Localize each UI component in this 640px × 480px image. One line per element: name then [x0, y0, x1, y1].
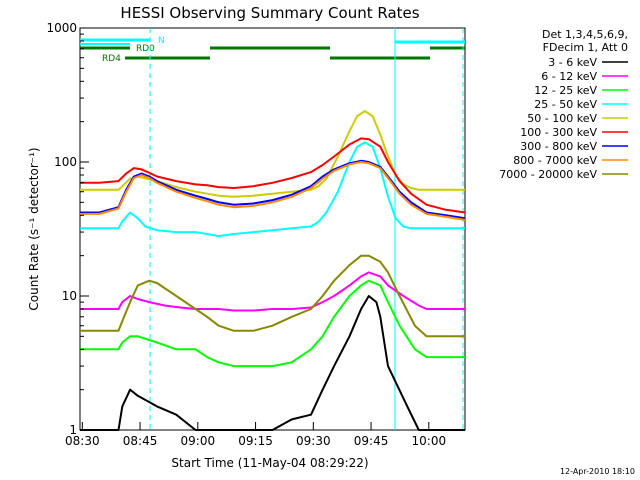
- instrument-flags: N RD0 RD4: [80, 36, 465, 64]
- y-tick-label: 1000: [46, 21, 77, 35]
- y-tick-label: 100: [54, 155, 77, 169]
- legend-entry-label: 50 - 100 keV: [527, 112, 597, 125]
- legend-header-line2: FDecim 1, Att 0: [543, 41, 628, 54]
- series-line-7: [80, 161, 466, 221]
- legend-entry-label: 7000 - 20000 keV: [499, 168, 597, 181]
- series-line-5: [80, 137, 466, 214]
- footer-timestamp: 12-Apr-2010 18:10: [560, 467, 635, 476]
- legend-header-line1: Det 1,3,4,5,6,9,: [542, 28, 628, 41]
- x-tick-label: 09:30: [296, 434, 331, 448]
- series-line-1: [80, 271, 465, 312]
- x-tick-label: 09:00: [181, 434, 216, 448]
- legend-entry-label: 25 - 50 keV: [534, 98, 597, 111]
- legend-entry-label: 3 - 6 keV: [548, 56, 597, 69]
- flag-label-rd0: RD0: [136, 44, 155, 54]
- legend-entry-label: 300 - 800 keV: [520, 140, 597, 153]
- series-line-3: [80, 141, 465, 238]
- series-line-0: [80, 295, 465, 431]
- x-tick-label: 09:45: [354, 434, 389, 448]
- x-tick-label: 08:30: [65, 434, 100, 448]
- x-tick-label: 08:45: [123, 434, 158, 448]
- series-line-4: [80, 110, 465, 198]
- flag-label-n: N: [158, 36, 165, 46]
- legend-entry-label: 6 - 12 keV: [541, 70, 597, 83]
- legend: Det 1,3,4,5,6,9, FDecim 1, Att 0 3 - 6 k…: [499, 28, 628, 181]
- x-axis: 08:30 08:45 09:00 09:15 09:30 09:45 10:00: [65, 422, 446, 448]
- chart-title: HESSI Observing Summary Count Rates: [120, 4, 419, 22]
- x-axis-label: Start Time (11-May-04 08:29:22): [171, 456, 368, 470]
- y-tick-label: 10: [62, 289, 77, 303]
- x-tick-label: 10:00: [412, 434, 447, 448]
- legend-entry-label: 100 - 300 keV: [520, 126, 597, 139]
- y-axis-label: Count Rate (s⁻¹ detector⁻¹): [27, 147, 41, 310]
- legend-entry-label: 12 - 25 keV: [534, 84, 597, 97]
- series-layer: [80, 110, 466, 431]
- plot-frame: [79, 27, 466, 431]
- y-axis: 1 10 100 1000: [46, 21, 89, 437]
- flag-label-rd4: RD4: [102, 54, 121, 64]
- legend-entry-label: 800 - 7000 keV: [513, 154, 597, 167]
- series-line-8: [80, 254, 465, 338]
- x-tick-label: 09:15: [238, 434, 273, 448]
- y-tick-label: 1: [69, 423, 77, 437]
- series-line-2: [80, 279, 465, 368]
